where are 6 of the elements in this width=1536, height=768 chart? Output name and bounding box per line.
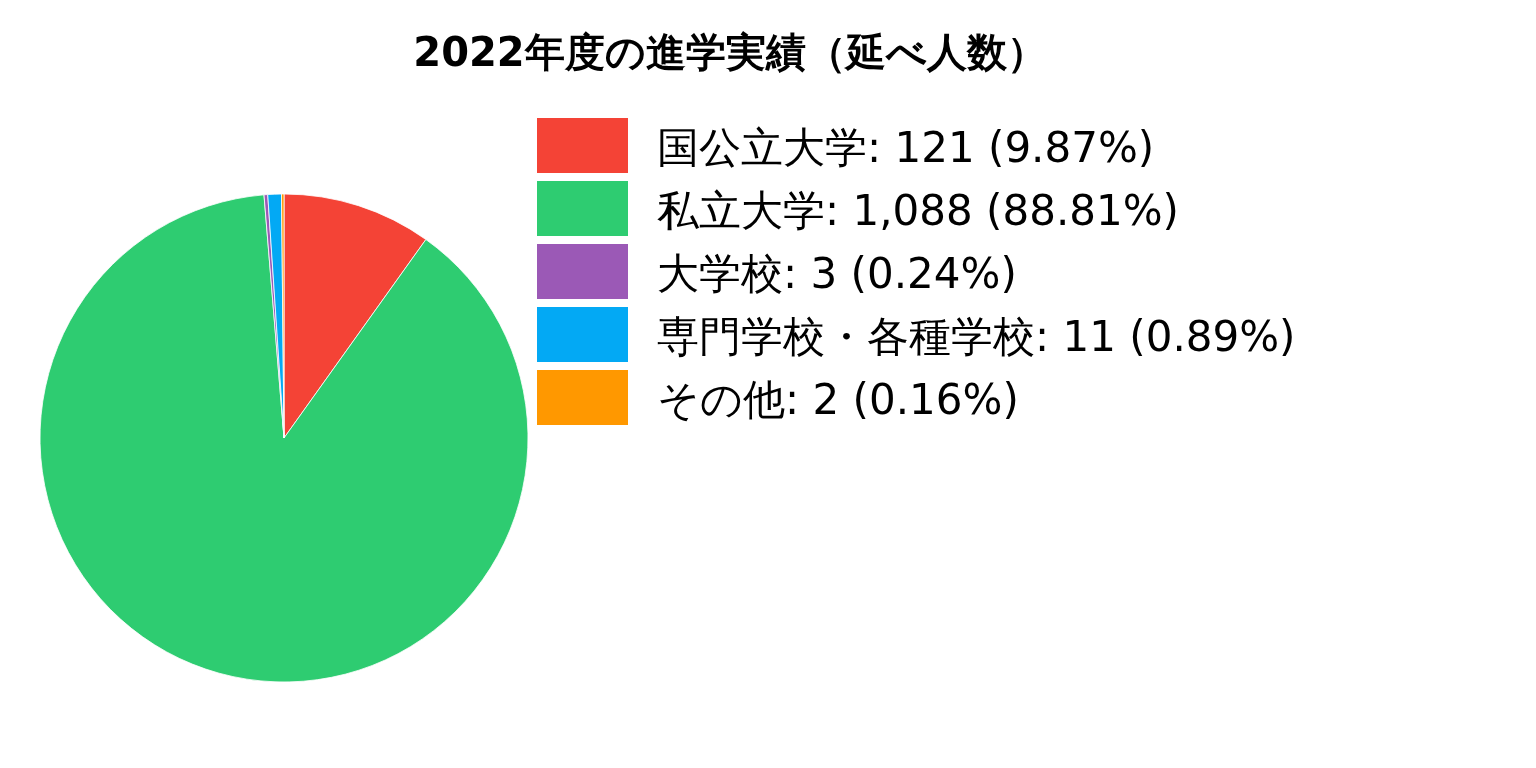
legend-label: 私立大学: 1,088 (88.81%) <box>657 186 1180 235</box>
legend-label: 国公立大学: 121 (9.87%) <box>657 123 1155 172</box>
chart-title: 2022年度の進学実績（延べ人数） <box>413 29 1047 75</box>
legend-label: 大学校: 3 (0.24%) <box>657 249 1017 298</box>
legend-label: 専門学校・各種学校: 11 (0.89%) <box>657 312 1296 361</box>
legend-label: その他: 2 (0.16%) <box>657 375 1019 424</box>
